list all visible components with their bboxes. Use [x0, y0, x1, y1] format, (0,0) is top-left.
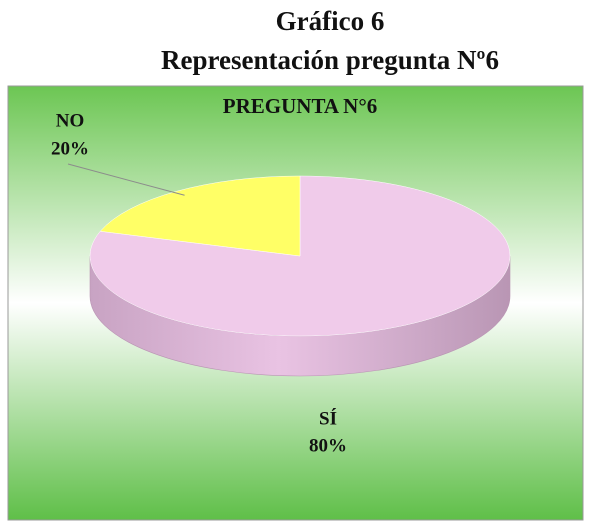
- data-label-value: 80%: [309, 435, 347, 456]
- page-title: Gráfico 6: [276, 6, 385, 36]
- leader-line: [67, 163, 185, 196]
- data-label-value: 20%: [51, 138, 89, 159]
- pie-slice: [99, 175, 301, 257]
- data-label-category: NO: [56, 110, 85, 131]
- page-subtitle: Representación pregunta Nº6: [161, 45, 499, 75]
- data-label-category: SÍ: [319, 407, 337, 429]
- chart-title: PREGUNTA N°6: [223, 94, 377, 118]
- pie: [89, 175, 511, 377]
